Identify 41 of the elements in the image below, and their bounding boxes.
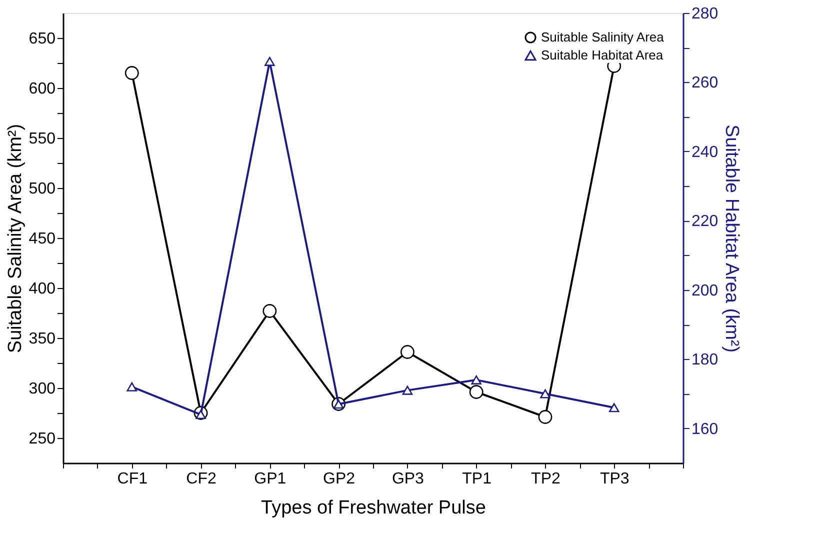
legend-label: Suitable Habitat Area: [541, 48, 664, 62]
point: [538, 410, 552, 424]
point: [402, 386, 413, 395]
y2-tick-label: 220: [692, 213, 718, 230]
point: [264, 56, 275, 66]
y-tick-label: 450: [28, 230, 56, 248]
y-tick-label: 500: [28, 180, 56, 198]
y-tick-label: 600: [28, 80, 56, 98]
x-tick-label: TP3: [600, 470, 630, 488]
y-tick-label: 300: [28, 380, 56, 398]
y2-tick-label: 160: [692, 420, 718, 438]
x-tick-label: TP2: [531, 470, 560, 488]
point: [469, 385, 484, 399]
point: [540, 389, 550, 398]
x-tick-label: TP1: [462, 470, 492, 488]
y-tick-label: 550: [28, 130, 56, 148]
point: [124, 66, 139, 80]
y2-tick-label: 200: [692, 282, 718, 300]
y2-axis-title: Suitable Habitat Area (km²): [721, 124, 742, 353]
y2-tick-label: 280: [692, 6, 718, 22]
y-axis-title: Suitable Salinity Area (km²): [4, 124, 26, 354]
y2-tick-label: 260: [692, 74, 718, 92]
point: [333, 400, 344, 409]
point: [262, 304, 277, 318]
x-axis-title: Types of Freshwater Pulse: [261, 498, 486, 518]
x-tick-label: CF2: [186, 470, 216, 488]
point: [471, 375, 482, 384]
y-tick-label: 650: [28, 30, 56, 48]
y2-tick-label: 240: [692, 144, 718, 161]
point: [126, 382, 138, 392]
x-tick-label: GP3: [392, 470, 424, 488]
y-tick-label: 350: [28, 330, 56, 348]
y2-tick-label: 180: [692, 352, 718, 369]
legend-label: Suitable Salinity Area: [541, 30, 665, 44]
point: [608, 403, 620, 412]
x-tick-label: GP2: [323, 470, 356, 488]
y-tick-label: 400: [28, 280, 56, 298]
point: [400, 345, 414, 359]
x-tick-label: CF1: [117, 470, 148, 488]
y-tick-label: 250: [28, 430, 56, 448]
x-tick-label: GP1: [254, 470, 286, 488]
